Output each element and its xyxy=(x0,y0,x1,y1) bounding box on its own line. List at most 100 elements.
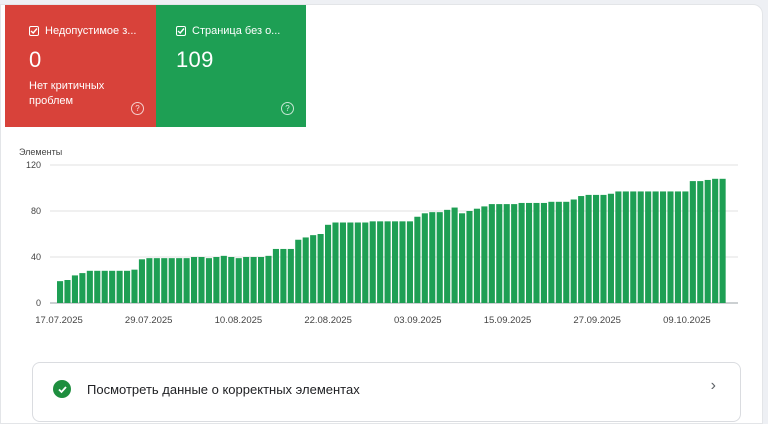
bar xyxy=(64,280,71,303)
bar xyxy=(481,206,488,303)
bar xyxy=(607,193,614,303)
bar xyxy=(354,222,361,303)
bar xyxy=(265,255,272,303)
bar xyxy=(124,270,131,303)
invalid-subtitle: Нет критичных проблем xyxy=(29,80,105,107)
y-tick-label: 40 xyxy=(31,252,41,262)
bar xyxy=(153,258,160,303)
bar xyxy=(578,196,585,303)
bar xyxy=(101,270,108,303)
help-circle-icon[interactable]: ? xyxy=(131,102,144,115)
invalid-items-tile[interactable]: Недопустимое з... 0 Нет критичных пробле… xyxy=(5,5,156,127)
bar xyxy=(488,204,495,303)
y-tick-label: 0 xyxy=(36,298,41,308)
bar xyxy=(235,258,242,303)
bar xyxy=(79,273,86,303)
chevron-right-icon: › xyxy=(710,377,716,394)
bar xyxy=(295,239,302,303)
bar xyxy=(392,221,399,303)
bar xyxy=(161,258,168,303)
bar xyxy=(585,194,592,303)
bar xyxy=(243,257,250,303)
bar xyxy=(555,201,562,303)
bar xyxy=(712,178,719,303)
valid-tile-header: Страница без о... xyxy=(176,25,306,37)
bar xyxy=(86,270,93,303)
bar xyxy=(399,221,406,303)
bar xyxy=(511,204,518,303)
bar xyxy=(272,248,279,303)
y-tick-label: 80 xyxy=(31,206,41,216)
y-tick-label: 120 xyxy=(26,160,41,170)
bar xyxy=(645,191,652,303)
bar xyxy=(302,237,309,303)
bar xyxy=(622,191,629,303)
bar xyxy=(213,257,220,303)
bar xyxy=(615,191,622,303)
bar xyxy=(466,211,473,303)
bar xyxy=(116,270,123,303)
bar xyxy=(630,191,637,303)
help-circle-icon[interactable]: ? xyxy=(281,102,294,115)
bar xyxy=(317,234,324,303)
invalid-count: 0 xyxy=(29,47,42,72)
bar xyxy=(473,208,480,303)
bar xyxy=(146,258,153,303)
valid-count: 109 xyxy=(176,47,214,72)
bar xyxy=(384,221,391,303)
x-tick-label: 09.10.2025 xyxy=(663,315,711,326)
bar xyxy=(459,213,466,303)
bar xyxy=(71,275,78,303)
bar xyxy=(526,202,533,303)
bar xyxy=(540,202,547,303)
bar xyxy=(600,194,607,303)
bar xyxy=(719,178,726,303)
bar xyxy=(191,257,198,303)
x-tick-label: 10.08.2025 xyxy=(215,315,263,326)
bar xyxy=(332,222,339,303)
valid-tile-title: Страница без о... xyxy=(192,25,281,37)
x-tick-label: 29.07.2025 xyxy=(125,315,173,326)
bar xyxy=(652,191,659,303)
bar xyxy=(168,258,175,303)
invalid-tile-title: Недопустимое з... xyxy=(45,25,137,37)
chart-y-axis-label: Элементы xyxy=(19,147,63,157)
bar xyxy=(704,179,711,303)
bar xyxy=(287,248,294,303)
bar xyxy=(421,213,428,303)
bar xyxy=(674,191,681,303)
x-tick-label: 17.07.2025 xyxy=(35,315,83,326)
bar xyxy=(258,257,265,303)
bar xyxy=(198,257,205,303)
bar xyxy=(220,255,227,303)
x-tick-label: 22.08.2025 xyxy=(304,315,352,326)
bar xyxy=(176,258,183,303)
bar xyxy=(429,212,436,303)
bar xyxy=(228,257,235,303)
bar xyxy=(138,259,145,303)
bar xyxy=(414,216,421,303)
checkbox-checked-icon[interactable] xyxy=(176,26,186,36)
bar xyxy=(563,201,570,303)
bar xyxy=(205,258,212,303)
bar xyxy=(250,257,257,303)
check-circle-icon xyxy=(53,380,71,398)
bar xyxy=(593,194,600,303)
bar xyxy=(280,248,287,303)
invalid-tile-header: Недопустимое з... xyxy=(29,25,156,37)
bar xyxy=(362,222,369,303)
bar xyxy=(533,202,540,303)
bar xyxy=(325,224,332,303)
bar xyxy=(697,181,704,303)
x-tick-label: 15.09.2025 xyxy=(484,315,532,326)
bar xyxy=(57,281,64,303)
bar xyxy=(369,221,376,303)
checkbox-checked-icon[interactable] xyxy=(29,26,39,36)
bar xyxy=(667,191,674,303)
view-valid-items-row[interactable]: Посмотреть данные о корректных элементах… xyxy=(32,362,741,422)
bar-chart: 0 40 80 120 17.07.2025 29.07.2025 10.08.2025 22… xyxy=(26,160,738,326)
bar xyxy=(339,222,346,303)
bar xyxy=(570,199,577,303)
bar xyxy=(518,202,525,303)
valid-items-tile[interactable]: Страница без о... 109 ? xyxy=(156,5,306,127)
